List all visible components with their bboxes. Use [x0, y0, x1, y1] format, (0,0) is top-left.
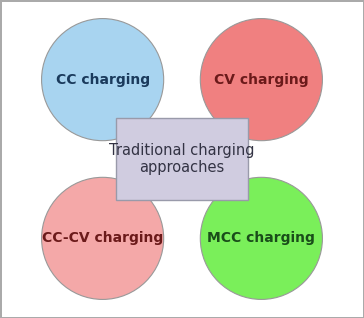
Circle shape [41, 177, 164, 300]
Circle shape [200, 177, 323, 300]
Text: CC-CV charging: CC-CV charging [42, 232, 163, 245]
Circle shape [200, 18, 323, 141]
Text: MCC charging: MCC charging [207, 232, 315, 245]
FancyBboxPatch shape [116, 118, 248, 200]
Text: CC charging: CC charging [56, 73, 150, 86]
Text: CV charging: CV charging [214, 73, 309, 86]
Circle shape [41, 18, 164, 141]
Text: Traditional charging
approaches: Traditional charging approaches [109, 143, 255, 175]
